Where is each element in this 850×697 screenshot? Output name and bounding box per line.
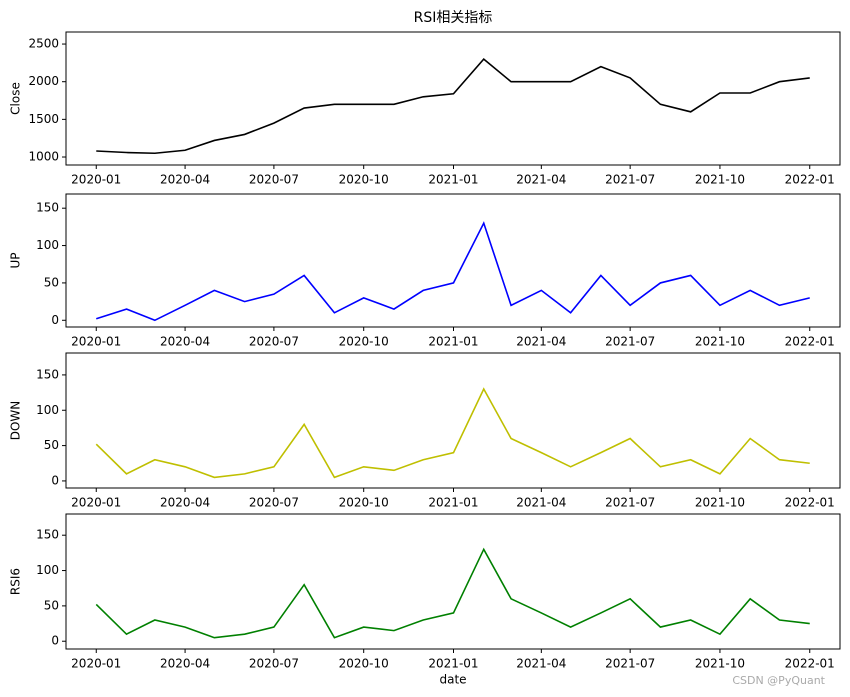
x-tick-label: 2021-10 [695,496,745,510]
x-tick-label: 2020-10 [339,657,389,671]
x-tick-label: 2021-01 [428,173,478,187]
x-tick-label: 2021-04 [516,657,566,671]
y-tick-label: 150 [36,201,59,215]
x-tick-label: 2020-10 [339,173,389,187]
axes-frame [65,352,841,489]
x-tick-label: 2021-01 [428,496,478,510]
x-tick-label: 2020-10 [339,335,389,349]
series-line [95,547,810,639]
x-tick-label: 2020-10 [339,496,389,510]
x-tick-label: 2020-04 [160,657,210,671]
x-tick-label: 2020-07 [249,335,299,349]
y-tick-label: 0 [51,634,59,648]
x-tick-label: 2020-04 [160,335,210,349]
axes-frame [65,31,841,166]
x-tick-label: 2021-10 [695,173,745,187]
y-tick-label: 1000 [28,150,59,164]
series-line [96,57,810,155]
x-tick-label: 2021-04 [516,335,566,349]
y-axis-label: RSI6 [9,568,23,595]
x-tick-label: 2021-07 [605,657,655,671]
y-tick-label: 50 [44,598,59,612]
y-tick-label: 100 [36,563,59,577]
y-tick-label: 0 [51,473,59,487]
y-tick-label: 1500 [28,112,59,126]
x-tick-label: 2021-01 [428,657,478,671]
x-tick-label: 2020-01 [71,335,121,349]
x-tick-label: 2020-07 [249,173,299,187]
y-tick-label: 50 [44,438,59,452]
x-tick-label: 2020-01 [71,173,121,187]
x-tick-label: 2021-07 [605,335,655,349]
y-axis-label: Close [9,82,23,115]
x-tick-label: 2021-10 [695,335,745,349]
x-tick-label: 2022-01 [785,496,835,510]
x-tick-label: 2022-01 [785,657,835,671]
y-tick-label: 2500 [28,37,59,51]
x-tick-label: 2020-07 [249,496,299,510]
x-tick-label: 2021-01 [428,335,478,349]
y-tick-label: 100 [36,403,59,417]
y-tick-label: 50 [44,275,59,289]
y-tick-label: 2000 [28,74,59,88]
x-tick-label: 2021-04 [516,173,566,187]
x-tick-label: 2021-07 [605,173,655,187]
x-tick-label: 2021-10 [695,657,745,671]
axes-frame [65,193,841,328]
x-tick-label: 2022-01 [785,335,835,349]
x-tick-label: 2020-07 [249,657,299,671]
chart-title: RSI相关指标 [414,10,493,26]
y-axis-label: DOWN [9,401,23,441]
x-tick-label: 2020-01 [71,496,121,510]
series-line [95,387,810,479]
y-tick-label: 100 [36,238,59,252]
x-tick-label: 2022-01 [785,173,835,187]
x-axis-label: date [439,673,466,687]
y-tick-label: 0 [51,313,59,327]
y-tick-label: 150 [36,528,59,542]
x-tick-label: 2020-04 [160,173,210,187]
axes-frame [65,513,841,650]
y-tick-label: 150 [36,367,59,381]
series-line [96,221,810,322]
x-tick-label: 2020-04 [160,496,210,510]
x-tick-label: 2020-01 [71,657,121,671]
x-tick-label: 2021-07 [605,496,655,510]
watermark: CSDN @PyQuant [732,674,825,687]
y-axis-label: UP [9,252,23,268]
x-tick-label: 2021-04 [516,496,566,510]
